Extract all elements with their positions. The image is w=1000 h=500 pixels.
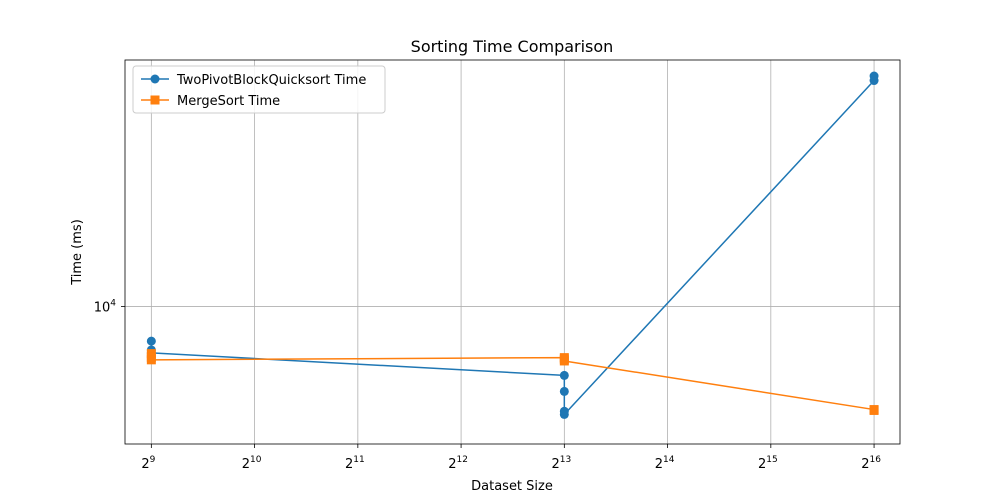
x-tick-label: 216 — [861, 455, 881, 472]
data-point — [559, 370, 569, 380]
legend-item: TwoPivotBlockQuicksort Time — [141, 73, 366, 88]
axis-ticks: 29 210 211 212 213 214 215 216 104 — [94, 298, 881, 472]
data-point — [559, 409, 569, 419]
y-axis-label: Time (ms) — [70, 219, 85, 286]
series-line — [150, 353, 875, 411]
x-tick-label: 211 — [345, 455, 365, 472]
data-point — [869, 71, 879, 81]
plot-frame — [124, 59, 901, 445]
x-tick-label: 214 — [655, 455, 675, 472]
series-1 — [146, 71, 879, 419]
data-point — [869, 405, 879, 415]
data-point — [559, 356, 569, 366]
x-tick-label: 212 — [448, 455, 468, 472]
y-tick-label: 104 — [94, 298, 117, 315]
legend-marker — [150, 74, 160, 84]
x-tick-label: 215 — [758, 455, 778, 472]
legend-label: MergeSort Time — [177, 94, 280, 109]
x-axis-label: Dataset Size — [471, 479, 553, 494]
series-2 — [146, 349, 879, 415]
x-tick-label: 210 — [242, 455, 262, 472]
legend-item: MergeSort Time — [141, 94, 280, 109]
chart-title: Sorting Time Comparison — [411, 37, 614, 56]
series-line — [150, 76, 875, 416]
legend: TwoPivotBlockQuicksort Time MergeSort Tim… — [132, 65, 386, 114]
x-tick-label: 213 — [551, 455, 571, 472]
legend-marker — [150, 95, 160, 105]
grid — [125, 60, 900, 444]
data-point — [146, 355, 156, 365]
legend-box — [132, 65, 386, 114]
data-point — [559, 386, 569, 396]
plot-series — [146, 71, 879, 419]
legend-label: TwoPivotBlockQuicksort Time — [176, 73, 366, 88]
x-tick-label: 29 — [141, 455, 155, 472]
data-point — [146, 336, 156, 346]
